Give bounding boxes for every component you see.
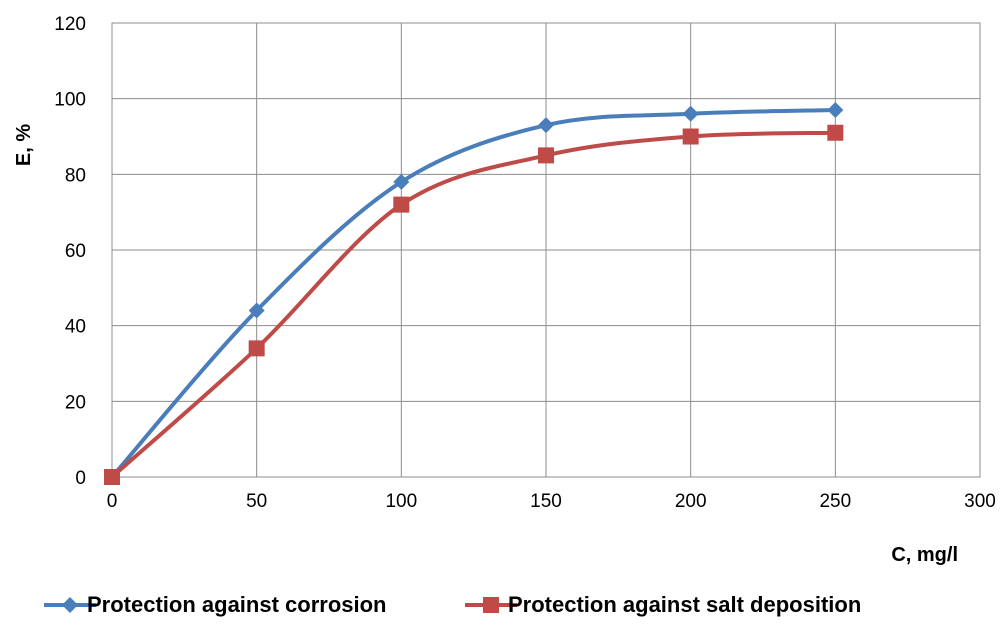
y-tick-label: 40 [65,317,86,338]
x-tick-label: 100 [385,491,417,512]
x-tick-label: 200 [675,491,707,512]
data-point-salt-deposition [682,128,699,145]
y-tick-label: 100 [54,90,86,111]
y-axis-title: E, % [13,124,35,166]
legend-label-salt-deposition: Protection against salt deposition [508,592,861,617]
series-line-salt-deposition [110,130,838,479]
chart-series [104,102,844,485]
plot-area [111,22,981,478]
data-point-corrosion [682,105,699,122]
y-tick-label: 60 [65,241,86,262]
y-tick-label: 80 [65,165,86,186]
x-tick-label: 0 [107,491,118,512]
data-point-salt-deposition [827,124,844,141]
legend-label-corrosion: Protection against corrosion [87,592,387,617]
chart-legend: Protection against corrosion Protection … [44,592,861,617]
data-point-salt-deposition [393,196,410,213]
legend-marker-salt-deposition [483,597,499,613]
series-line-corrosion [110,108,838,479]
x-tick-label: 150 [530,491,562,512]
legend-marker-corrosion [62,597,78,613]
legend-entry-corrosion: Protection against corrosion [44,592,387,617]
y-tick-label: 20 [65,392,86,413]
x-axis-title: C, mg/l [891,544,958,566]
x-tick-label: 250 [819,491,851,512]
chart-gridlines [111,22,981,478]
data-point-corrosion [538,117,554,134]
x-tick-label: 50 [246,491,267,512]
legend-entry-salt-deposition: Protection against salt deposition [465,592,861,617]
data-point-corrosion [393,173,410,190]
data-point-corrosion [827,102,844,119]
x-tick-label: 300 [964,491,996,512]
y-tick-label: 0 [75,468,86,489]
data-point-salt-deposition [104,469,120,485]
y-tick-label: 120 [54,14,86,35]
data-point-salt-deposition [248,340,265,357]
data-point-corrosion [248,302,265,319]
axis-tick-labels: 0 50 100 150 200 250 300 0 20 40 60 80 100 120 [54,14,996,512]
data-point-salt-deposition [538,147,554,164]
